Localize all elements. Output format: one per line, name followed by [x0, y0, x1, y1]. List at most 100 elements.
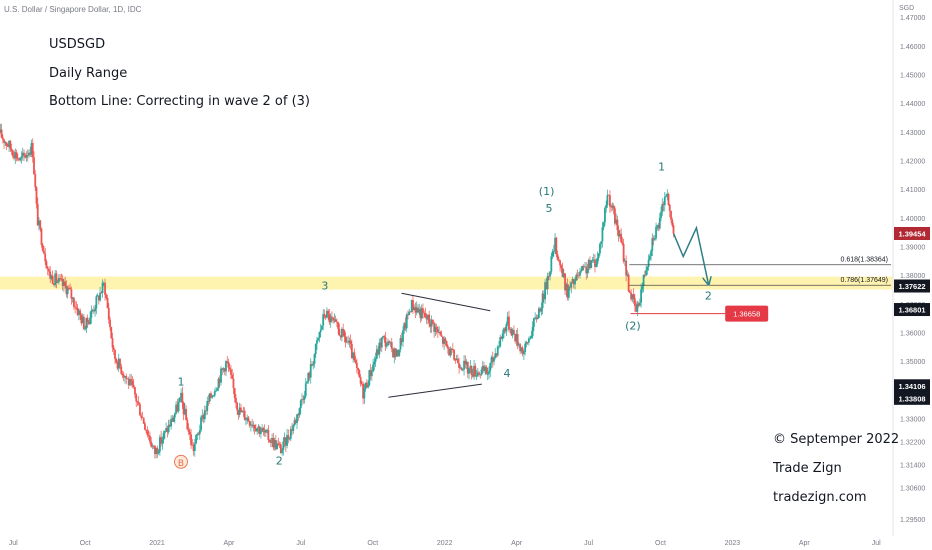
candle-body: [420, 308, 423, 319]
candle: [493, 356, 495, 366]
candle-body: [258, 426, 261, 434]
candle: [473, 359, 475, 381]
candle-body: [71, 297, 74, 299]
candle: [19, 157, 22, 162]
candle-body: [337, 322, 340, 329]
candle-body: [440, 335, 443, 337]
candle: [332, 316, 335, 324]
candle-body: [569, 286, 571, 288]
candle: [542, 290, 545, 303]
candle: [225, 360, 227, 377]
candle-body: [67, 287, 70, 289]
candle-body: [72, 297, 75, 307]
candle: [114, 349, 116, 365]
candle-body: [297, 414, 300, 416]
candle: [69, 283, 72, 290]
candle: [200, 415, 202, 432]
candle: [592, 253, 595, 263]
candle: [537, 306, 540, 319]
candle-body: [510, 329, 513, 336]
candle: [389, 341, 392, 347]
candle-body: [321, 325, 323, 330]
stop-level-badge: 1.36658: [725, 305, 769, 322]
candle-body: [566, 284, 569, 298]
candle-body: [114, 349, 116, 359]
candle: [117, 353, 120, 372]
candle-body: [129, 379, 131, 386]
candle-body: [33, 157, 35, 175]
candle-body: [274, 440, 277, 450]
candle: [610, 203, 613, 212]
candle-body: [0, 129, 3, 138]
candle: [178, 397, 181, 403]
candle-body: [562, 273, 565, 278]
candle: [385, 342, 388, 349]
candle: [503, 327, 505, 339]
candle-body: [579, 271, 581, 276]
candle: [615, 213, 618, 225]
candle-body: [464, 360, 467, 365]
x-tick-label: 2021: [149, 540, 165, 547]
candle: [451, 343, 454, 353]
candle-body: [397, 349, 399, 357]
candle: [428, 310, 431, 328]
candle: [491, 351, 494, 368]
candle: [205, 405, 207, 416]
candle-body: [532, 318, 535, 328]
candle-body: [601, 227, 604, 242]
candle: [342, 323, 345, 337]
candle: [125, 373, 128, 385]
candle: [387, 338, 389, 346]
candle: [45, 259, 48, 269]
candle: [303, 390, 306, 404]
candle-body: [621, 242, 624, 245]
support-zone: [0, 276, 893, 290]
candle-body: [587, 260, 590, 269]
candle: [408, 308, 411, 316]
candle-body: [635, 305, 638, 312]
candle-body: [30, 143, 33, 155]
wave-label: 1: [177, 376, 184, 389]
candle-body: [326, 310, 328, 318]
candle-body: [434, 326, 437, 332]
candle-body: [332, 317, 335, 321]
candle: [604, 206, 606, 226]
candle: [5, 141, 8, 151]
candle: [365, 379, 368, 388]
candle: [302, 395, 305, 404]
candle: [74, 300, 77, 314]
candle-body: [471, 374, 474, 377]
candle-body: [136, 401, 139, 403]
candle: [358, 369, 361, 378]
y-tick-label: 1.36000: [900, 330, 925, 337]
candle: [564, 273, 566, 295]
candle: [279, 441, 282, 454]
candle: [63, 278, 65, 292]
candle: [464, 355, 467, 369]
candle-body: [85, 317, 88, 329]
candle-body: [473, 365, 475, 377]
candle-body: [309, 364, 312, 378]
candle: [338, 323, 341, 336]
candle-body: [581, 266, 584, 271]
candle: [55, 270, 58, 289]
candle: [523, 350, 525, 361]
candle: [620, 228, 623, 243]
candle: [382, 335, 384, 340]
candle-body: [567, 286, 570, 298]
candle-body: [254, 428, 257, 432]
candle: [235, 394, 237, 409]
candle: [261, 424, 264, 433]
candle-body: [175, 404, 178, 414]
candle-body: [288, 438, 291, 440]
candle-body: [631, 294, 634, 300]
candle-body: [384, 337, 387, 347]
candle: [571, 276, 574, 284]
candle: [590, 259, 593, 269]
candle-body: [627, 274, 630, 292]
candle: [208, 392, 211, 404]
candle: [81, 313, 84, 324]
candle: [72, 296, 75, 310]
